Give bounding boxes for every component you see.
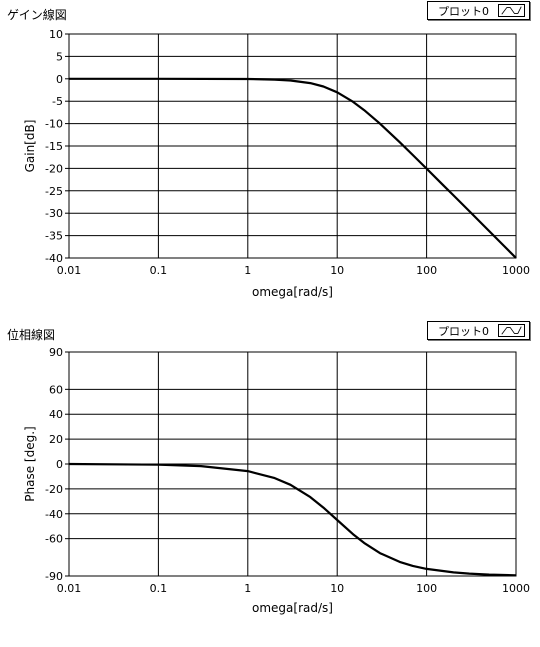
x-tick-label: 0.1 xyxy=(150,582,168,595)
gain-plot: 0.01 0.1 1 10 100 1000 10 5 0 -5 -10 -15 -20 -25 -30 -3… xyxy=(23,28,530,299)
y-tick-label: -35 xyxy=(45,230,63,243)
y-tick-label: 0 xyxy=(56,458,63,471)
x-tick-label: 10 xyxy=(330,582,344,595)
x-tick-label: 1 xyxy=(244,264,251,277)
y-tick-label: 20 xyxy=(49,433,63,446)
data-line xyxy=(68,462,517,577)
x-tick-label: 100 xyxy=(416,582,437,595)
x-tick-label: 0.01 xyxy=(57,264,82,277)
phase-plot: 0.01 0.1 1 10 100 1000 90 60 40 20 0 -20 -40 -60 -90 om… xyxy=(23,346,530,615)
phase-chart-panel: 位相線図 プロット0 0.01 0.1 1 10 100 1000 90 60 40 20 0 -20… xyxy=(0,320,540,640)
plot-border xyxy=(68,33,517,259)
x-tick-label: 1000 xyxy=(502,582,530,595)
y-tick-label: 5 xyxy=(56,50,63,63)
phase-legend-label: プロット0 xyxy=(438,324,489,338)
y-tick-label: -40 xyxy=(45,252,63,265)
gain-chart-panel: ゲイン線図 プロット0 0.01 0.1 1 10 100 1000 10 5 0 -5 -10 -1… xyxy=(0,0,540,310)
y-tick-label: -15 xyxy=(45,140,63,153)
x-tick-label: 100 xyxy=(416,264,437,277)
phase-chart-title: 位相線図 xyxy=(7,328,56,342)
x-axis-label: omega[rad/s] xyxy=(252,601,333,615)
y-tick-label: -20 xyxy=(45,162,63,175)
y-tick-label: 10 xyxy=(49,28,63,41)
line-plot-swatch-icon xyxy=(498,4,525,17)
x-tick-label: 0.1 xyxy=(150,264,168,277)
gain-legend[interactable]: プロット0 xyxy=(427,1,530,20)
line-plot-swatch-icon xyxy=(498,324,525,337)
x-tick-label: 10 xyxy=(330,264,344,277)
y-tick-label: 60 xyxy=(49,383,63,396)
x-tick-label: 1 xyxy=(244,582,251,595)
y-tick-label: -5 xyxy=(52,95,63,108)
y-tick-label: -30 xyxy=(45,207,63,220)
phase-legend[interactable]: プロット0 xyxy=(427,321,530,340)
x-axis-label: omega[rad/s] xyxy=(252,285,333,299)
y-axis-label: Gain[dB] xyxy=(23,120,37,173)
y-tick-label: -40 xyxy=(45,508,63,521)
y-tick-label: -10 xyxy=(45,118,63,131)
y-tick-label: 0 xyxy=(56,73,63,86)
y-tick-label: 90 xyxy=(49,346,63,359)
y-tick-label: -20 xyxy=(45,483,63,496)
y-tick-label: -60 xyxy=(45,533,63,546)
y-tick-label: 40 xyxy=(49,408,63,421)
y-axis-label: Phase [deg.] xyxy=(23,426,37,501)
y-tick-label: -90 xyxy=(45,570,63,583)
x-tick-label: 1000 xyxy=(502,264,530,277)
gain-legend-label: プロット0 xyxy=(438,4,489,18)
y-tick-label: -25 xyxy=(45,185,63,198)
x-tick-label: 0.01 xyxy=(57,582,82,595)
gain-chart-title: ゲイン線図 xyxy=(7,8,67,22)
data-line xyxy=(69,77,517,259)
